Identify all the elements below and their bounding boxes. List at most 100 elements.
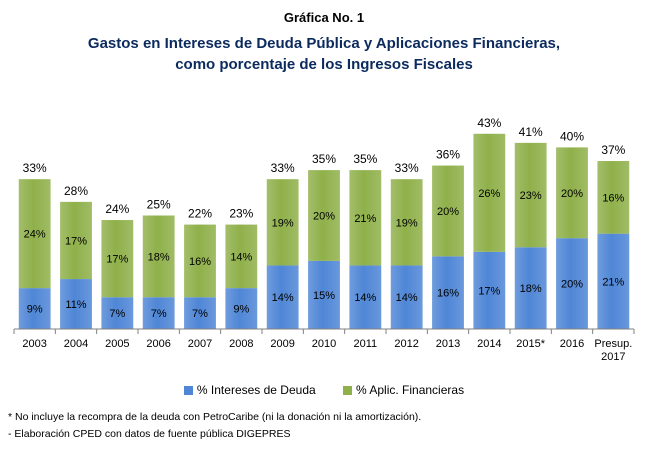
bar-aplic xyxy=(225,224,258,289)
bar-intereses xyxy=(432,256,464,329)
data-label-aplic: 24% xyxy=(24,229,46,241)
bar-intereses xyxy=(308,260,340,329)
bar-aplic xyxy=(432,165,464,257)
footnotes: * No incluye la recompra de la deuda con… xyxy=(8,409,421,443)
data-label-intereses: 7% xyxy=(192,308,208,320)
x-tick-label: 2008 xyxy=(229,338,253,350)
data-label-aplic: 17% xyxy=(65,235,87,247)
bar-intereses xyxy=(184,297,216,329)
x-tick-label: 2015* xyxy=(516,338,545,350)
legend-item-intereses: % Intereses de Deuda xyxy=(183,383,316,397)
chart-legend: % Intereses de Deuda % Aplic. Financiera… xyxy=(0,383,648,397)
chart-title-line1: Gráfica No. 1 xyxy=(283,10,365,25)
bar-intereses xyxy=(18,288,51,329)
data-label-aplic: 16% xyxy=(189,256,211,268)
data-label-intereses: 14% xyxy=(354,292,376,304)
bar-intereses xyxy=(60,279,92,329)
data-label-total: 37% xyxy=(601,143,625,157)
data-label-total: 24% xyxy=(105,202,129,216)
data-label-aplic: 18% xyxy=(148,251,170,263)
bar-aplic xyxy=(390,179,423,266)
data-label-total: 33% xyxy=(395,161,419,175)
data-label-intereses: 9% xyxy=(27,304,43,316)
x-tick-label: Presup. xyxy=(594,338,632,350)
bar-aplic xyxy=(473,133,506,252)
chart-title: Gastos en Intereses de Deuda Pública y A… xyxy=(0,33,648,75)
chart-title-line3: como porcentaje de los Ingresos Fiscales xyxy=(175,56,473,73)
data-label-aplic: 16% xyxy=(602,192,624,204)
x-tick-label: 2005 xyxy=(105,338,129,350)
bar-intereses xyxy=(556,238,588,329)
bar-intereses xyxy=(597,233,630,329)
bar-intereses xyxy=(266,265,299,329)
data-label-total: 35% xyxy=(353,152,377,166)
data-label-total: 33% xyxy=(271,161,295,175)
bar-aplic xyxy=(556,147,588,239)
data-label-intereses: 7% xyxy=(151,308,167,320)
bar-intereses xyxy=(142,297,175,329)
legend-label-intereses: % Intereses de Deuda xyxy=(196,383,316,397)
bar-intereses xyxy=(225,288,258,329)
data-label-aplic: 20% xyxy=(561,188,583,200)
data-label-aplic: 20% xyxy=(313,211,335,223)
bar-aplic xyxy=(349,170,382,266)
x-tick-label: 2006 xyxy=(146,338,170,350)
x-tick-label: 2011 xyxy=(354,338,378,350)
x-tick-label: 2004 xyxy=(64,338,88,350)
bar-aplic xyxy=(60,201,92,280)
bar-aplic xyxy=(101,220,134,298)
data-label-aplic: 21% xyxy=(354,213,376,225)
bar-intereses xyxy=(473,251,506,329)
x-tick-label: 2009 xyxy=(270,338,294,350)
bar-aplic xyxy=(18,179,51,289)
data-label-intereses: 9% xyxy=(233,304,249,316)
legend-swatch-aplic xyxy=(343,386,353,396)
data-label-total: 23% xyxy=(229,207,253,221)
bar-aplic xyxy=(184,224,216,298)
data-label-aplic: 19% xyxy=(396,217,418,229)
data-label-aplic: 23% xyxy=(520,190,542,202)
bar-aplic xyxy=(597,161,630,234)
x-tick-label: 2017 xyxy=(601,351,625,363)
data-label-total: 22% xyxy=(188,207,212,221)
bar-aplic xyxy=(266,179,299,266)
x-tick-label: 2007 xyxy=(188,338,212,350)
data-label-total: 35% xyxy=(312,152,336,166)
data-label-total: 43% xyxy=(477,116,501,130)
bar-aplic xyxy=(142,215,175,298)
data-label-aplic: 17% xyxy=(106,254,128,266)
data-label-aplic: 20% xyxy=(437,206,459,218)
legend-swatch-intereses xyxy=(183,386,193,396)
data-label-aplic: 14% xyxy=(230,251,252,263)
data-label-intereses: 18% xyxy=(520,283,542,295)
data-label-total: 40% xyxy=(560,129,584,143)
data-label-intereses: 20% xyxy=(561,279,583,291)
x-tick-label: 2010 xyxy=(312,338,336,350)
data-label-intereses: 15% xyxy=(313,290,335,302)
bar-intereses xyxy=(349,265,382,329)
x-tick-label: 2013 xyxy=(436,338,460,350)
data-label-total: 28% xyxy=(64,184,88,198)
data-label-intereses: 11% xyxy=(65,299,86,311)
data-label-intereses: 21% xyxy=(602,276,624,288)
bar-aplic xyxy=(308,170,340,261)
bar-intereses xyxy=(514,247,547,329)
footnote-source: - Elaboración CPED con datos de fuente p… xyxy=(8,428,291,440)
data-label-total: 25% xyxy=(147,198,171,212)
data-label-total: 41% xyxy=(519,125,543,139)
x-tick-label: 2016 xyxy=(560,338,584,350)
x-tick-label: 2012 xyxy=(394,338,418,350)
x-tick-label: 2003 xyxy=(22,338,46,350)
data-label-total: 36% xyxy=(436,148,460,162)
bar-intereses xyxy=(101,297,134,329)
legend-item-aplic: % Aplic. Financieras xyxy=(343,383,464,397)
footnote-petrocaribe: * No incluye la recompra de la deuda con… xyxy=(8,411,422,423)
bar-intereses xyxy=(390,265,423,329)
data-label-total: 33% xyxy=(23,161,47,175)
data-label-aplic: 26% xyxy=(478,188,500,200)
data-label-intereses: 14% xyxy=(396,292,418,304)
legend-label-aplic: % Aplic. Financieras xyxy=(356,383,465,397)
chart-title-line2: Gastos en Intereses de Deuda Pública y A… xyxy=(87,35,561,52)
data-label-aplic: 19% xyxy=(272,217,294,229)
